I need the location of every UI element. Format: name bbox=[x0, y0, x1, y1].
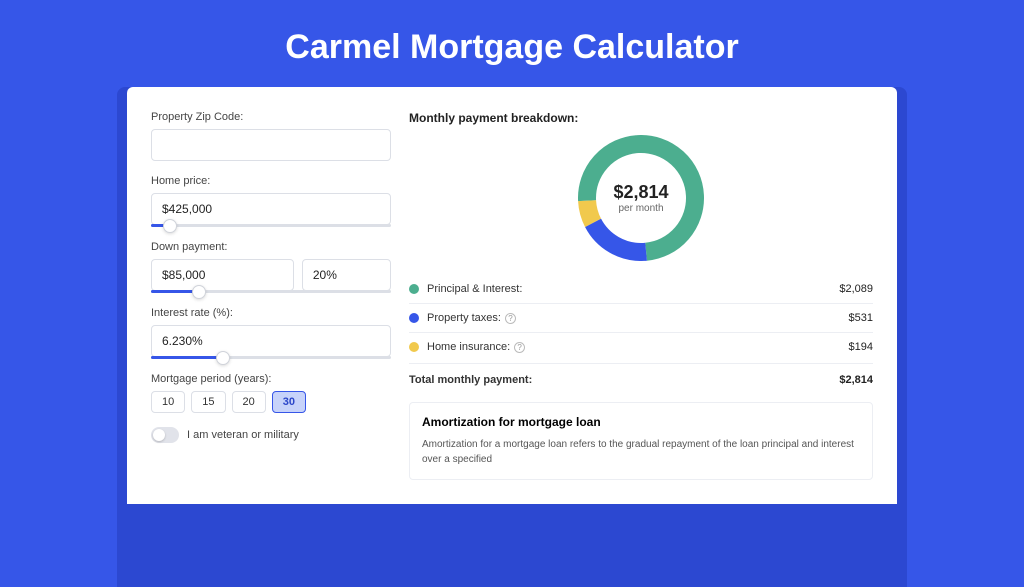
amortization-title: Amortization for mortgage loan bbox=[422, 415, 860, 429]
zip-label: Property Zip Code: bbox=[151, 111, 391, 123]
period-label: Mortgage period (years): bbox=[151, 373, 391, 385]
legend-value: $531 bbox=[849, 312, 873, 324]
total-label: Total monthly payment: bbox=[409, 374, 839, 386]
price-input[interactable] bbox=[151, 193, 391, 225]
legend-swatch bbox=[409, 313, 419, 323]
legend-swatch bbox=[409, 342, 419, 352]
legend-row: Home insurance:?$194 bbox=[409, 333, 873, 361]
legend-value: $2,089 bbox=[839, 283, 873, 295]
info-icon[interactable]: ? bbox=[505, 313, 516, 324]
downpayment-field: Down payment: bbox=[151, 241, 391, 293]
donut-sub: per month bbox=[618, 203, 663, 214]
legend-label: Property taxes:? bbox=[427, 312, 849, 324]
rate-slider[interactable] bbox=[151, 356, 391, 359]
donut-wrap: $2,814 per month bbox=[409, 135, 873, 261]
rate-input[interactable] bbox=[151, 325, 391, 357]
period-field: Mortgage period (years): 10 15 20 30 bbox=[151, 373, 391, 413]
donut-center: $2,814 per month bbox=[578, 135, 704, 261]
toggle-knob bbox=[153, 429, 165, 441]
calculator-card: Property Zip Code: Home price: Down paym… bbox=[127, 87, 897, 504]
legend-label: Home insurance:? bbox=[427, 341, 849, 353]
period-option-15[interactable]: 15 bbox=[191, 391, 225, 413]
breakdown-column: Monthly payment breakdown: $2,814 per mo… bbox=[409, 111, 873, 480]
price-slider[interactable] bbox=[151, 224, 391, 227]
total-value: $2,814 bbox=[839, 374, 873, 386]
donut-amount: $2,814 bbox=[613, 182, 668, 203]
period-option-30[interactable]: 30 bbox=[272, 391, 306, 413]
card-shadow: Property Zip Code: Home price: Down paym… bbox=[117, 87, 907, 587]
total-row: Total monthly payment: $2,814 bbox=[409, 363, 873, 386]
page-title: Carmel Mortgage Calculator bbox=[0, 0, 1024, 87]
period-option-10[interactable]: 10 bbox=[151, 391, 185, 413]
slider-thumb[interactable] bbox=[216, 351, 230, 365]
slider-thumb[interactable] bbox=[192, 285, 206, 299]
rate-field: Interest rate (%): bbox=[151, 307, 391, 359]
zip-field: Property Zip Code: bbox=[151, 111, 391, 161]
legend-swatch bbox=[409, 284, 419, 294]
veteran-row: I am veteran or military bbox=[151, 427, 391, 443]
info-icon[interactable]: ? bbox=[514, 342, 525, 353]
downpayment-slider[interactable] bbox=[151, 290, 391, 293]
breakdown-title: Monthly payment breakdown: bbox=[409, 111, 873, 125]
amortization-box: Amortization for mortgage loan Amortizat… bbox=[409, 402, 873, 480]
zip-input[interactable] bbox=[151, 129, 391, 161]
veteran-label: I am veteran or military bbox=[187, 429, 299, 441]
slider-thumb[interactable] bbox=[163, 219, 177, 233]
downpayment-label: Down payment: bbox=[151, 241, 391, 253]
period-option-20[interactable]: 20 bbox=[232, 391, 266, 413]
downpayment-input[interactable] bbox=[151, 259, 294, 291]
amortization-text: Amortization for a mortgage loan refers … bbox=[422, 437, 860, 467]
legend-row: Principal & Interest:$2,089 bbox=[409, 275, 873, 304]
donut-chart: $2,814 per month bbox=[578, 135, 704, 261]
legend-value: $194 bbox=[849, 341, 873, 353]
legend-row: Property taxes:?$531 bbox=[409, 304, 873, 333]
legend-label: Principal & Interest: bbox=[427, 283, 839, 295]
form-column: Property Zip Code: Home price: Down paym… bbox=[151, 111, 391, 480]
price-field: Home price: bbox=[151, 175, 391, 227]
rate-label: Interest rate (%): bbox=[151, 307, 391, 319]
veteran-toggle[interactable] bbox=[151, 427, 179, 443]
price-label: Home price: bbox=[151, 175, 391, 187]
downpayment-pct-input[interactable] bbox=[302, 259, 391, 291]
